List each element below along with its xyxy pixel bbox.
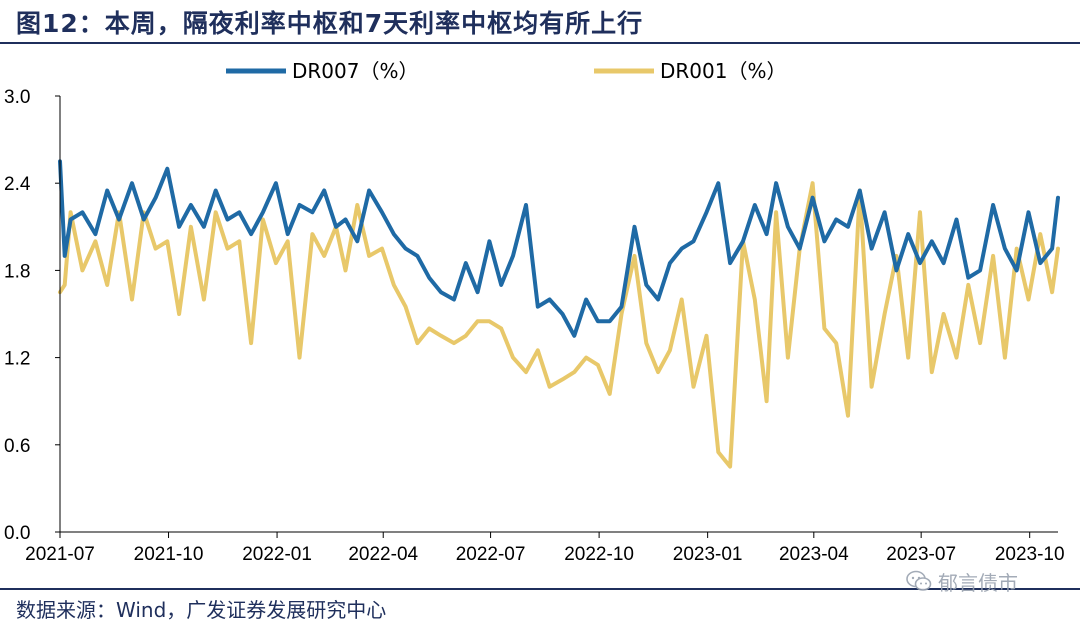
- x-tick-label: 2023-01: [673, 544, 743, 565]
- x-tick-label: 2022-01: [242, 544, 312, 565]
- y-tick-label: 3.0: [4, 87, 30, 108]
- y-tick-label: 0.0: [4, 523, 30, 544]
- y-axis-ticks: 0.0 0.6 1.2 1.8 2.4 3.0: [4, 87, 60, 544]
- x-tick-label: 2022-07: [456, 544, 526, 565]
- x-tick-label: 2023-10: [995, 544, 1065, 565]
- x-axis-ticks: 2021-07 2021-10 2022-01 2022-04 2022-07 2022-…: [25, 532, 1065, 565]
- x-tick-label: 2021-07: [25, 544, 95, 565]
- footer-rule: [0, 588, 1080, 590]
- y-tick-label: 1.8: [4, 261, 30, 282]
- y-tick-label: 1.2: [4, 349, 30, 370]
- x-tick-label: 2022-04: [348, 544, 418, 565]
- watermark: 郁言债市: [906, 566, 1066, 596]
- wechat-icon: [906, 570, 932, 591]
- x-tick-label: 2021-10: [134, 544, 204, 565]
- figure-title: 图12：本周，隔夜利率中枢和7天利率中枢均有所上行: [16, 9, 644, 38]
- x-tick-label: 2023-04: [779, 544, 849, 565]
- watermark-text: 郁言债市: [938, 570, 1018, 595]
- series-line-dr001: [58, 181, 1060, 469]
- legend-label-dr001[interactable]: DR001（%）: [660, 59, 786, 83]
- line-chart: DR007（%） DR001（%） 0.0 0.6 1.2 1.8 2.4 3.0 202…: [4, 59, 1065, 565]
- y-tick-label: 2.4: [4, 174, 31, 195]
- legend-label-dr007[interactable]: DR007（%）: [292, 59, 418, 83]
- y-tick-label: 0.6: [4, 436, 30, 457]
- source-note: 数据来源：Wind，广发证券发展研究中心: [16, 598, 387, 622]
- title-rule: [0, 42, 1080, 44]
- series-line-dr007: [58, 159, 1060, 338]
- x-tick-label: 2023-07: [886, 544, 956, 565]
- chart-legend: DR007（%） DR001（%）: [226, 59, 786, 83]
- x-tick-label: 2022-10: [564, 544, 634, 565]
- series-lines: [58, 159, 1060, 469]
